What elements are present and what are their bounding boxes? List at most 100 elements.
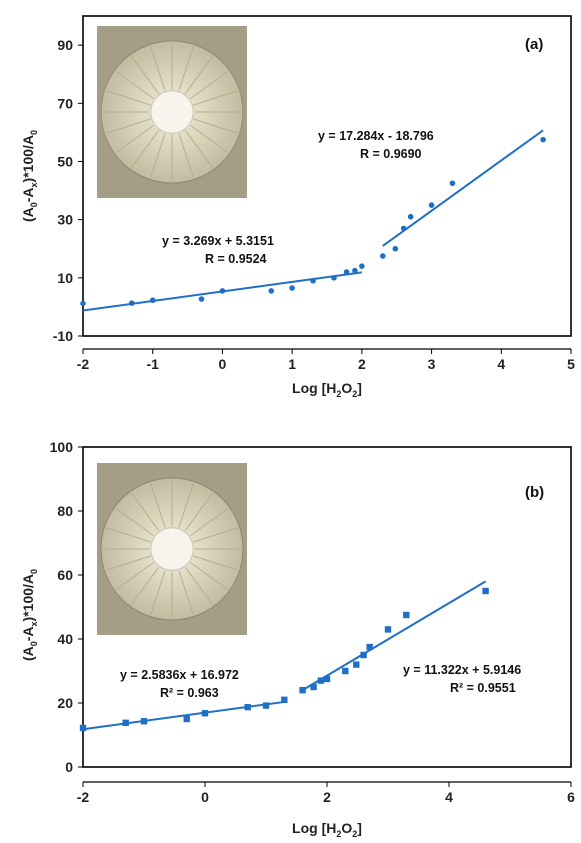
chart-b-data-point (299, 687, 306, 694)
chart-b-data-point (353, 661, 360, 668)
chart-a-fit-line-2 (382, 129, 544, 247)
chart-b-inset-well-divider (106, 555, 151, 571)
chart-a-inset-well-divider (115, 124, 154, 153)
chart-a-inset-well-divider (150, 133, 166, 178)
chart-a-x-tick-label: -2 (77, 356, 90, 372)
chart-a-data-point (149, 297, 156, 304)
chart-a-inset-well-divider (178, 46, 194, 91)
chart-a-data-point (219, 288, 226, 294)
chart-b-fit1-equation: y = 2.5836x + 16.972 (120, 668, 239, 682)
chart-b-inset-well-divider (150, 570, 166, 615)
chart-a-inset-well-divider (193, 90, 238, 106)
chart-b-inset-well-divider (131, 567, 160, 606)
chart-a-data-point (198, 296, 205, 302)
chart-a-fit2-stat: R = 0.9690 (360, 147, 422, 161)
chart-b-y-tick-label: 0 (65, 759, 73, 775)
chart-a-y-tick-label: 10 (57, 270, 73, 286)
chart-b-x-tick-label: 0 (201, 789, 209, 805)
chart-a-inset-well-divider (150, 46, 166, 91)
chart-b-data-point (310, 683, 317, 691)
chart-b-inset-well-divider (178, 570, 194, 615)
chart-a-panel-label: (a) (525, 36, 543, 53)
chart-b-inset-photo (97, 463, 247, 635)
chart-b-frame (82, 446, 572, 768)
chart-b-data-point (317, 677, 325, 684)
chart-a-inset-well-divider (178, 133, 194, 178)
chart-a-y-tick-label: 50 (57, 153, 73, 169)
chart-a-fit1-equation: y = 3.269x + 5.3151 (162, 234, 274, 248)
chart-b-data-point (244, 703, 251, 711)
chart-b-fit2-equation: y = 11.322x + 5.9146 (403, 663, 521, 677)
chart-a-inset-well-divider (131, 130, 160, 169)
chart-b-y-tick-label: 100 (50, 439, 74, 455)
chart-b-inset-well-divider (193, 527, 238, 543)
chart-b-y-axis-title: (A0-Ax)*100/A0 (20, 569, 39, 661)
chart-b-inset-well-divider (190, 561, 229, 590)
chart-a-x-tick-label: 3 (428, 356, 436, 372)
chart-b-data-point (140, 718, 148, 725)
chart-a-inset-well-divider (190, 124, 229, 153)
chart-a-frame (82, 15, 572, 337)
chart-b-inset-well-divider (178, 483, 194, 528)
chart-a-data-point (359, 263, 365, 269)
chart-b-data-point (262, 702, 270, 709)
chart-b-inset-center (150, 527, 194, 571)
chart-a-x-tick-label: 2 (358, 356, 366, 372)
chart-b-fit1-stat: R² = 0.963 (160, 686, 219, 700)
chart-b-data-point (384, 626, 392, 633)
chart-a-x-axis-title: Log [H2O2] (292, 380, 362, 399)
chart-b-x-tick-label: -2 (77, 789, 90, 805)
chart-b-fit2-stat: R² = 0.9551 (450, 681, 516, 695)
chart-b-inset-well-divider (115, 561, 154, 590)
chart-b-x-tick-label: 6 (567, 789, 575, 805)
chart-a-data-point (540, 136, 546, 143)
chart-a-data-point (80, 300, 86, 307)
chart-a-data-point (449, 180, 456, 187)
chart-a-x-tick-label: 0 (219, 356, 227, 372)
chart-b-data-point (366, 643, 373, 651)
chart-b-data-point (122, 719, 129, 727)
chart-a-y-tick-label: 70 (57, 95, 73, 111)
chart-a-data-point (343, 269, 350, 275)
chart-b-y-tick-label: 40 (57, 631, 73, 647)
chart-a-inset-well-divider (106, 90, 151, 106)
chart-b-inset-well-divider (193, 555, 238, 571)
chart-a-data-point (392, 245, 399, 252)
chart-a-inset-well-divider (193, 118, 238, 134)
chart-b-inset-well-divider (190, 508, 229, 537)
chart-a-inset-well-divider (131, 55, 160, 94)
chart-b-data-point (482, 587, 489, 595)
chart-b-data-point (281, 696, 288, 703)
chart-b-inset-well-divider (131, 492, 160, 531)
chart-a-data-point (268, 288, 275, 294)
chart-a-data-point (310, 277, 316, 284)
chart-a-data-point (331, 275, 337, 281)
chart-a-data-point (289, 285, 295, 291)
chart-a-y-axis-title: (A0-Ax)*100/A0 (20, 130, 39, 222)
chart-a-data-point (400, 225, 407, 232)
chart-b-inset-well-divider (115, 508, 154, 537)
chart-b-panel-label: (b) (525, 484, 544, 501)
chart-a-data-point (428, 202, 435, 208)
chart-a-fit1-stat: R = 0.9524 (205, 252, 267, 266)
chart-b-inset-well-divider (184, 567, 213, 606)
chart-a-x-tick-label: 4 (497, 356, 505, 372)
chart-b-y-tick-label: 20 (57, 695, 73, 711)
chart-a-inset-well-divider (115, 71, 154, 100)
chart-a-fit2-equation: y = 17.284x - 18.796 (318, 129, 434, 143)
chart-a-x-tick-label: 5 (567, 356, 575, 372)
chart-b-y-tick-label: 60 (57, 567, 73, 583)
chart-b-y-tick-label: 80 (57, 503, 73, 519)
chart-a-y-tick-label: 30 (57, 212, 73, 228)
chart-a-data-point (379, 253, 386, 259)
chart-a-data-points (80, 136, 546, 307)
chart-b-data-point (360, 651, 367, 659)
chart-a-data-point (352, 267, 358, 274)
chart-a-inset-well-divider (184, 130, 213, 169)
chart-b-data-point (403, 611, 410, 619)
chart-b-x-tick-label: 4 (445, 789, 453, 805)
